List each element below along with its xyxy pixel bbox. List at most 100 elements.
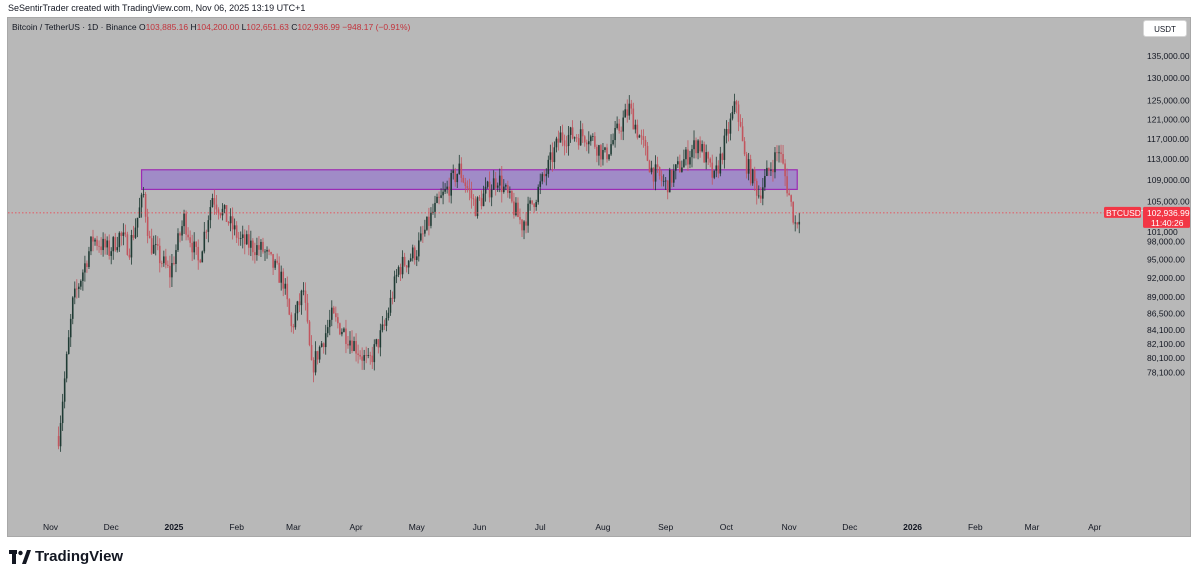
candle-body (266, 249, 268, 252)
candle-body (632, 108, 635, 130)
candle-body (383, 324, 386, 326)
candle-body (442, 191, 444, 196)
candle-body (254, 252, 256, 256)
x-tick-label: Jul (535, 522, 546, 532)
x-tick-label: Apr (1088, 522, 1101, 532)
tradingview-logo[interactable]: TradingView (9, 548, 123, 565)
y-tick-label: 135,000.00 (1147, 51, 1190, 61)
candle-body (120, 232, 123, 236)
candle-body (318, 346, 321, 360)
candle-body (535, 202, 537, 208)
candle-body (577, 138, 580, 146)
candle-body (513, 201, 515, 216)
candle-body (154, 244, 157, 245)
candle-body (660, 175, 663, 182)
candle-body (575, 137, 578, 139)
legend-low: 102,651.63 (246, 22, 289, 32)
x-tick-label: Aug (595, 522, 610, 532)
candle-body (126, 234, 129, 255)
candle-body (494, 178, 497, 188)
candle-body (438, 196, 440, 198)
price-badge-value: 102,936.99 (1147, 208, 1190, 218)
candle-body (290, 314, 293, 327)
candle-body (235, 225, 238, 238)
candle-body (521, 219, 523, 231)
candle-body (537, 186, 540, 203)
candle-body (59, 423, 62, 447)
candle-body (733, 101, 736, 112)
candle-body (555, 138, 558, 148)
chart-pane[interactable] (7, 17, 1191, 537)
countdown-value: 11:40:26 (1151, 218, 1184, 228)
y-tick-label: 89,000.00 (1147, 292, 1185, 302)
candle-body (563, 140, 566, 146)
candle-body (163, 256, 165, 264)
candle-body (565, 145, 568, 147)
candle-body (630, 103, 633, 109)
chart-credit: SeSentirTrader created with TradingView.… (8, 3, 306, 13)
candle-body (326, 327, 329, 334)
candle-body (772, 169, 774, 173)
candle-body (652, 167, 655, 182)
candle-body (100, 246, 102, 251)
candle-body (177, 233, 179, 251)
candle-body (446, 186, 448, 189)
candle-body (187, 234, 189, 238)
candle-body (502, 186, 505, 193)
candle-body (357, 353, 359, 355)
candle-body (553, 147, 556, 163)
y-tick-label: 80,100.00 (1147, 353, 1185, 363)
candle-body (606, 147, 608, 160)
candle-body (69, 318, 72, 338)
candle-body (389, 297, 392, 313)
candle-body (185, 213, 187, 235)
candle-body (662, 180, 665, 182)
candle-body (397, 267, 400, 275)
candle-body (57, 436, 60, 447)
candle-body (760, 195, 762, 199)
candle-body (644, 139, 647, 146)
candle-body (482, 193, 485, 207)
candle-body (689, 157, 691, 165)
candle-body (399, 267, 402, 275)
candle-body (104, 238, 106, 248)
candle-body (581, 129, 584, 137)
candle-body (337, 317, 339, 324)
candle-body (189, 237, 191, 243)
candle-body (561, 132, 564, 141)
candle-body (507, 185, 509, 193)
candle-body (144, 194, 147, 217)
candle-body (709, 158, 712, 163)
candle-body (523, 221, 525, 231)
candle-body (193, 241, 195, 253)
candle-body (71, 297, 74, 319)
candle-body (430, 212, 432, 226)
candle-body (250, 240, 252, 248)
candle-body (525, 221, 527, 226)
candle-body (585, 142, 588, 145)
y-tick-label: 86,500.00 (1147, 309, 1185, 319)
candle-body (171, 263, 173, 278)
candle-body (312, 359, 315, 373)
candle-body (693, 140, 695, 150)
candle-body (695, 140, 697, 154)
candle-body (256, 245, 258, 256)
currency-button[interactable]: USDT (1143, 20, 1187, 37)
candle-body (395, 274, 398, 277)
candle-body (735, 101, 738, 105)
candle-body (308, 321, 311, 345)
ticker-badge-label: BTCUSDT (1106, 208, 1146, 218)
candle-body (345, 328, 347, 344)
candle-body (175, 250, 177, 264)
candle-body (656, 164, 659, 168)
candle-body (654, 164, 657, 182)
candle-body (90, 236, 92, 252)
candle-body (755, 180, 758, 196)
candle-body (642, 136, 645, 140)
candle-body (751, 169, 754, 184)
tradingview-logo-icon (9, 549, 31, 564)
candle-body (264, 251, 266, 253)
candle-body (784, 163, 786, 177)
candle-body (567, 134, 570, 146)
y-tick-label: 121,000.00 (1147, 114, 1190, 124)
